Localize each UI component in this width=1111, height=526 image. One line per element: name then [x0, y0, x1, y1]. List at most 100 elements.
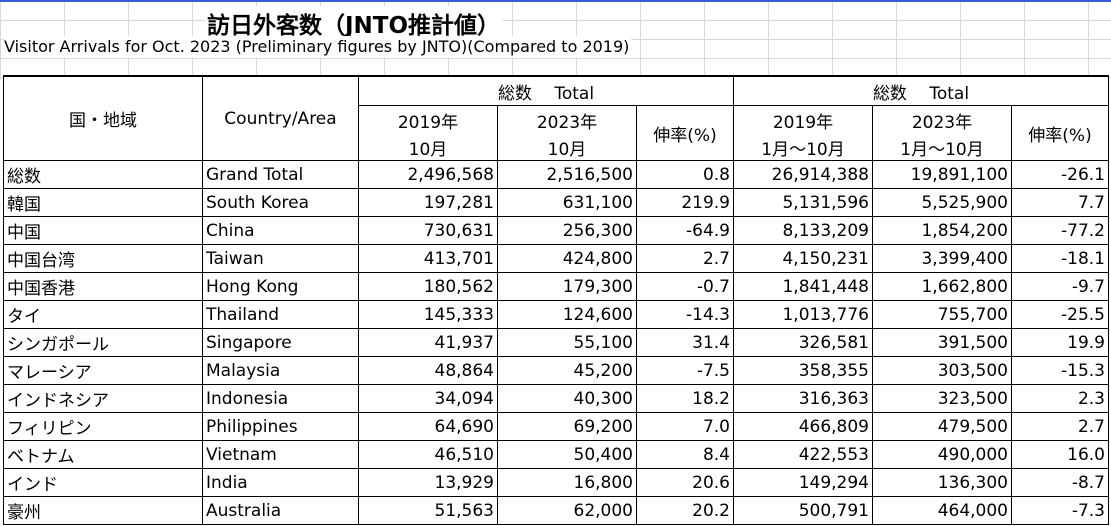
- oct-2019-cell[interactable]: 46,510: [358, 440, 498, 469]
- oct-growth-cell[interactable]: -0.7: [636, 272, 734, 301]
- header-total-october[interactable]: 総数 Total: [358, 75, 734, 106]
- country-en-cell[interactable]: China: [202, 216, 359, 245]
- oct-2023-cell[interactable]: 179,300: [497, 272, 637, 301]
- cum-2023-cell[interactable]: 755,700: [872, 300, 1012, 329]
- country-en-cell[interactable]: Hong Kong: [202, 272, 359, 301]
- oct-growth-cell[interactable]: 219.9: [636, 188, 734, 217]
- country-en-cell[interactable]: Grand Total: [202, 160, 359, 189]
- cum-2019-cell[interactable]: 5,131,596: [733, 188, 873, 217]
- country-jp-cell[interactable]: シンガポール: [3, 328, 203, 357]
- cum-2023-cell[interactable]: 3,399,400: [872, 244, 1012, 273]
- cum-2019-cell[interactable]: 8,133,209: [733, 216, 873, 245]
- cum-2023-cell[interactable]: 19,891,100: [872, 160, 1012, 189]
- oct-2019-cell[interactable]: 13,929: [358, 468, 498, 497]
- oct-2023-cell[interactable]: 424,800: [497, 244, 637, 273]
- country-en-cell[interactable]: Taiwan: [202, 244, 359, 273]
- country-en-cell[interactable]: Philippines: [202, 412, 359, 441]
- cum-2019-cell[interactable]: 316,363: [733, 384, 873, 413]
- oct-2023-cell[interactable]: 62,000: [497, 496, 637, 525]
- oct-2019-cell[interactable]: 197,281: [358, 188, 498, 217]
- country-en-cell[interactable]: Malaysia: [202, 356, 359, 385]
- country-jp-cell[interactable]: タイ: [3, 300, 203, 329]
- header-total-cumulative[interactable]: 総数 Total: [733, 75, 1109, 106]
- cum-2023-cell[interactable]: 479,500: [872, 412, 1012, 441]
- cum-growth-cell[interactable]: 2.3: [1011, 384, 1109, 413]
- oct-growth-cell[interactable]: 0.8: [636, 160, 734, 189]
- country-jp-cell[interactable]: 豪州: [3, 496, 203, 525]
- header-cum-2023-year[interactable]: 2023年: [872, 105, 1012, 134]
- cum-2019-cell[interactable]: 326,581: [733, 328, 873, 357]
- header-oct-2023-month[interactable]: 10月: [497, 134, 637, 161]
- country-en-cell[interactable]: Indonesia: [202, 384, 359, 413]
- header-cum-2019-year[interactable]: 2019年: [733, 105, 873, 134]
- oct-2023-cell[interactable]: 631,100: [497, 188, 637, 217]
- header-oct-2019-month[interactable]: 10月: [358, 134, 498, 161]
- oct-2019-cell[interactable]: 41,937: [358, 328, 498, 357]
- country-jp-cell[interactable]: 中国: [3, 216, 203, 245]
- cum-growth-cell[interactable]: -7.3: [1011, 496, 1109, 525]
- oct-2019-cell[interactable]: 730,631: [358, 216, 498, 245]
- oct-growth-cell[interactable]: 18.2: [636, 384, 734, 413]
- oct-2023-cell[interactable]: 55,100: [497, 328, 637, 357]
- cum-2019-cell[interactable]: 149,294: [733, 468, 873, 497]
- cum-2023-cell[interactable]: 136,300: [872, 468, 1012, 497]
- country-en-cell[interactable]: India: [202, 468, 359, 497]
- cum-2023-cell[interactable]: 464,000: [872, 496, 1012, 525]
- header-country-jp[interactable]: 国・地域: [3, 75, 203, 161]
- oct-2019-cell[interactable]: 413,701: [358, 244, 498, 273]
- cum-2023-cell[interactable]: 391,500: [872, 328, 1012, 357]
- oct-growth-cell[interactable]: 20.2: [636, 496, 734, 525]
- cum-2019-cell[interactable]: 422,553: [733, 440, 873, 469]
- oct-2023-cell[interactable]: 50,400: [497, 440, 637, 469]
- oct-2023-cell[interactable]: 256,300: [497, 216, 637, 245]
- cum-growth-cell[interactable]: -26.1: [1011, 160, 1109, 189]
- oct-growth-cell[interactable]: 7.0: [636, 412, 734, 441]
- cum-growth-cell[interactable]: -25.5: [1011, 300, 1109, 329]
- oct-growth-cell[interactable]: 31.4: [636, 328, 734, 357]
- oct-2019-cell[interactable]: 64,690: [358, 412, 498, 441]
- header-cum-growth[interactable]: 伸率(%): [1011, 105, 1109, 161]
- cum-2023-cell[interactable]: 1,854,200: [872, 216, 1012, 245]
- country-jp-cell[interactable]: マレーシア: [3, 356, 203, 385]
- cum-2023-cell[interactable]: 1,662,800: [872, 272, 1012, 301]
- cum-2019-cell[interactable]: 4,150,231: [733, 244, 873, 273]
- cum-growth-cell[interactable]: -18.1: [1011, 244, 1109, 273]
- country-jp-cell[interactable]: 中国台湾: [3, 244, 203, 273]
- oct-growth-cell[interactable]: 20.6: [636, 468, 734, 497]
- country-jp-cell[interactable]: フィリピン: [3, 412, 203, 441]
- cum-2019-cell[interactable]: 1,013,776: [733, 300, 873, 329]
- cum-growth-cell[interactable]: 2.7: [1011, 412, 1109, 441]
- country-en-cell[interactable]: Singapore: [202, 328, 359, 357]
- oct-growth-cell[interactable]: 2.7: [636, 244, 734, 273]
- oct-2023-cell[interactable]: 2,516,500: [497, 160, 637, 189]
- cum-2019-cell[interactable]: 358,355: [733, 356, 873, 385]
- country-en-cell[interactable]: South Korea: [202, 188, 359, 217]
- header-cum-2023-months[interactable]: 1月～10月: [872, 134, 1012, 161]
- oct-growth-cell[interactable]: -64.9: [636, 216, 734, 245]
- country-jp-cell[interactable]: インド: [3, 468, 203, 497]
- oct-2019-cell[interactable]: 48,864: [358, 356, 498, 385]
- cum-2023-cell[interactable]: 5,525,900: [872, 188, 1012, 217]
- cum-2019-cell[interactable]: 26,914,388: [733, 160, 873, 189]
- cum-2019-cell[interactable]: 500,791: [733, 496, 873, 525]
- cum-2019-cell[interactable]: 1,841,448: [733, 272, 873, 301]
- oct-2019-cell[interactable]: 2,496,568: [358, 160, 498, 189]
- header-oct-growth[interactable]: 伸率(%): [636, 105, 734, 161]
- oct-2023-cell[interactable]: 69,200: [497, 412, 637, 441]
- cum-growth-cell[interactable]: -8.7: [1011, 468, 1109, 497]
- country-jp-cell[interactable]: 韓国: [3, 188, 203, 217]
- country-jp-cell[interactable]: インドネシア: [3, 384, 203, 413]
- country-jp-cell[interactable]: 中国香港: [3, 272, 203, 301]
- sheet-subtitle[interactable]: Visitor Arrivals for Oct. 2023 (Prelimin…: [4, 36, 632, 58]
- cum-growth-cell[interactable]: 7.7: [1011, 188, 1109, 217]
- cum-growth-cell[interactable]: -77.2: [1011, 216, 1109, 245]
- header-country-en[interactable]: Country/Area: [202, 75, 359, 161]
- cum-growth-cell[interactable]: 19.9: [1011, 328, 1109, 357]
- country-en-cell[interactable]: Thailand: [202, 300, 359, 329]
- country-en-cell[interactable]: Australia: [202, 496, 359, 525]
- oct-2019-cell[interactable]: 145,333: [358, 300, 498, 329]
- oct-2023-cell[interactable]: 124,600: [497, 300, 637, 329]
- oct-2023-cell[interactable]: 40,300: [497, 384, 637, 413]
- oct-growth-cell[interactable]: 8.4: [636, 440, 734, 469]
- cum-growth-cell[interactable]: 16.0: [1011, 440, 1109, 469]
